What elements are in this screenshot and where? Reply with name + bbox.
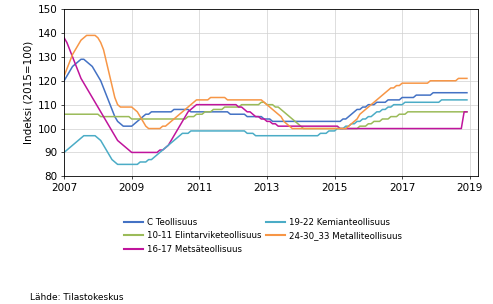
Text: Lähde: Tilastokeskus: Lähde: Tilastokeskus: [30, 293, 123, 302]
Y-axis label: Indeksi (2015=100): Indeksi (2015=100): [24, 41, 34, 144]
Legend: C Teollisuus, 10-11 Elintarviketeollisuus, 16-17 Metsäteollisuus, 19-22 Kemiante: C Teollisuus, 10-11 Elintarviketeollisuu…: [124, 218, 402, 254]
